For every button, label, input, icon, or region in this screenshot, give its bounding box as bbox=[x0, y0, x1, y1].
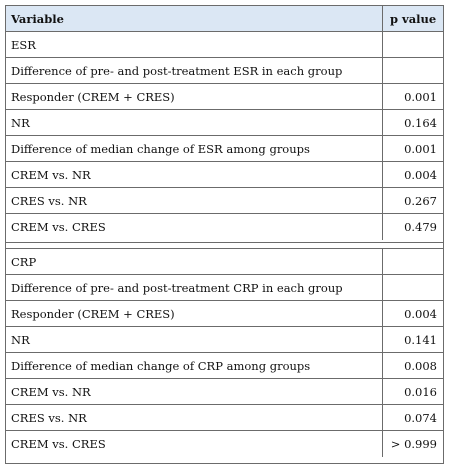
esr-section: ESR Difference of pre‐ and post‐treatmen… bbox=[6, 32, 443, 240]
table-row: Difference of pre‐ and post‐treatment CR… bbox=[6, 275, 443, 301]
table-row: CREM vs. NR 0.004 bbox=[6, 162, 443, 188]
row-p-value: 0.141 bbox=[404, 332, 437, 347]
row-p-value: 0.267 bbox=[404, 193, 437, 208]
row-variable: CREM vs. CRES bbox=[6, 214, 383, 240]
row-p-value bbox=[383, 58, 443, 83]
table-row: Difference of median change of ESR among… bbox=[6, 136, 443, 162]
row-variable: NR bbox=[6, 327, 383, 352]
row-p-value bbox=[383, 32, 443, 57]
table-row: Difference of pre‐ and post‐treatment ES… bbox=[6, 58, 443, 84]
table-row: NR 0.164 bbox=[6, 110, 443, 136]
row-variable: CREM vs. CRES bbox=[6, 431, 383, 457]
row-p-value: 0.074 bbox=[404, 410, 437, 425]
table-row: CREM vs. NR 0.016 bbox=[6, 379, 443, 405]
section-divider bbox=[6, 240, 443, 249]
table-row: Difference of median change of CRP among… bbox=[6, 353, 443, 379]
row-variable: Difference of median change of CRP among… bbox=[6, 353, 383, 378]
row-p-value: 0.164 bbox=[404, 115, 437, 130]
table-row: ESR bbox=[6, 32, 443, 58]
row-variable: Difference of pre‐ and post‐treatment CR… bbox=[6, 275, 383, 300]
row-p-value: 0.016 bbox=[404, 384, 437, 399]
row-p-value: 0.479 bbox=[404, 220, 437, 234]
row-variable: Difference of median change of ESR among… bbox=[6, 136, 383, 161]
crp-section: CRP Difference of pre‐ and post‐treatmen… bbox=[6, 249, 443, 457]
table-row: CREM vs. CRES > 0.999 bbox=[6, 431, 443, 457]
row-p-value: 0.008 bbox=[404, 358, 437, 373]
row-variable: CREM vs. NR bbox=[6, 162, 383, 187]
table-header-row: Variable p value bbox=[6, 6, 443, 32]
table-row: CRES vs. NR 0.074 bbox=[6, 405, 443, 431]
header-variable: Variable bbox=[6, 6, 383, 31]
table-row: NR 0.141 bbox=[6, 327, 443, 353]
table-row: CREM vs. CRES 0.479 bbox=[6, 214, 443, 240]
row-variable: CRP bbox=[6, 249, 383, 274]
row-variable: Responder (CREM + CRES) bbox=[6, 84, 383, 109]
table-row: CRES vs. NR 0.267 bbox=[6, 188, 443, 214]
row-variable: ESR bbox=[6, 32, 383, 57]
row-p-value: 0.004 bbox=[404, 167, 437, 182]
table-row: Responder (CREM + CRES) 0.001 bbox=[6, 84, 443, 110]
row-p-value bbox=[383, 275, 443, 300]
row-p-value: > 0.999 bbox=[390, 437, 437, 451]
table-row: CRP bbox=[6, 249, 443, 275]
table-row: Responder (CREM + CRES) 0.004 bbox=[6, 301, 443, 327]
row-variable: CREM vs. NR bbox=[6, 379, 383, 404]
row-p-value: 0.001 bbox=[404, 141, 437, 156]
row-variable: CRES vs. NR bbox=[6, 188, 383, 213]
row-p-value: 0.004 bbox=[404, 306, 437, 321]
row-p-value bbox=[383, 249, 443, 274]
row-variable: Difference of pre‐ and post‐treatment ES… bbox=[6, 58, 383, 83]
row-p-value: 0.001 bbox=[404, 89, 437, 104]
row-variable: CRES vs. NR bbox=[6, 405, 383, 430]
row-variable: NR bbox=[6, 110, 383, 135]
row-variable: Responder (CREM + CRES) bbox=[6, 301, 383, 326]
results-table: Variable p value ESR Difference of pre‐ … bbox=[5, 5, 444, 464]
header-p-value: p value bbox=[390, 11, 437, 26]
